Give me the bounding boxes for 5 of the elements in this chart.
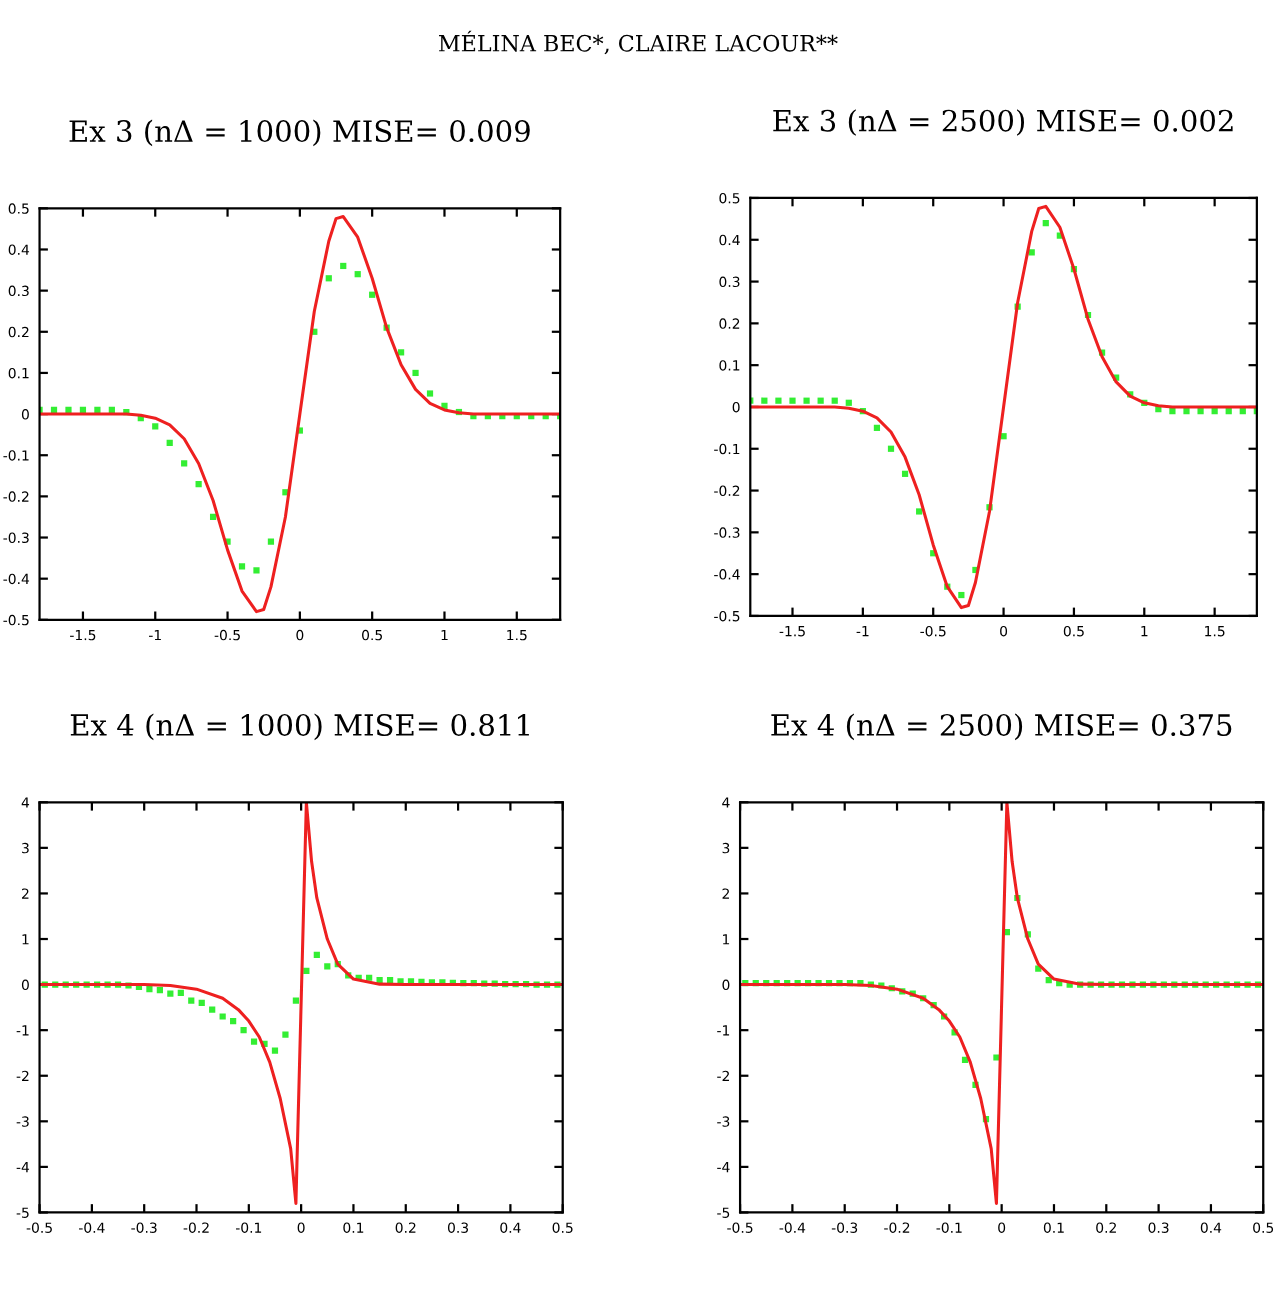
chart-title: Ex 3 (nΔ = 1000) MISE= 0.009 [69,119,530,147]
text: MÉLINA BEC*, CLAIRE LACOUR** [439,30,838,55]
chart-title: Ex 4 (nΔ = 1000) MISE= 0.811 [70,713,529,741]
chart-title: Ex 3 (nΔ = 2500) MISE= 0.002 [773,109,1233,136]
chart-title: Ex 4 (nΔ = 2500) MISE= 0.375 [771,713,1232,741]
